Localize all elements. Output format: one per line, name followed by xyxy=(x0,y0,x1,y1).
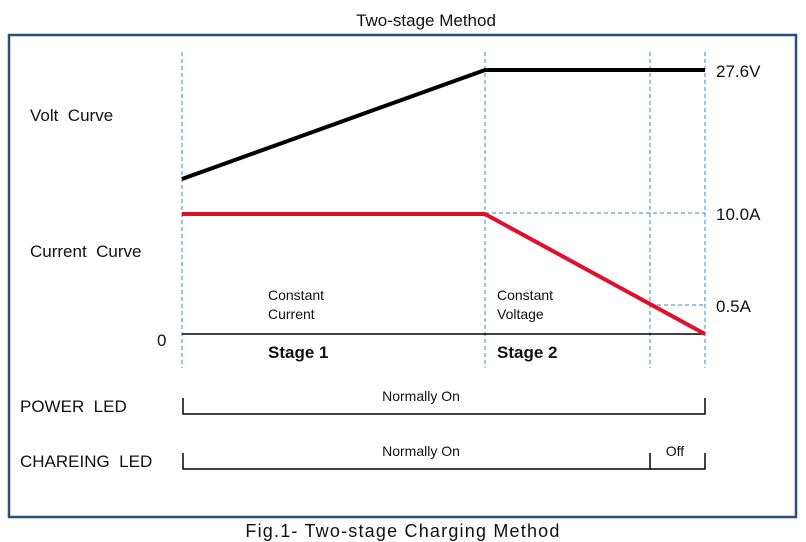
current-curve-label: Current Curve xyxy=(30,242,141,261)
charging-led-state-on: Normally On xyxy=(382,443,460,459)
current-max-label: 10.0A xyxy=(716,205,761,224)
power-led-label: POWER LED xyxy=(20,397,127,416)
stage1-mode-line1: Constant xyxy=(268,287,324,303)
figure-caption: Fig.1- Two-stage Charging Method xyxy=(245,521,560,541)
diagram-frame xyxy=(7,33,798,519)
voltage-max-label: 27.6V xyxy=(716,62,761,81)
stage1-label: Stage 1 xyxy=(268,343,328,362)
stage2-mode-line1: Constant xyxy=(497,287,553,303)
stage2-label: Stage 2 xyxy=(497,343,557,362)
stage2-mode-line2: Voltage xyxy=(497,306,544,322)
power-led-bracket xyxy=(182,398,706,415)
volt-curve-label: Volt Curve xyxy=(30,106,113,125)
power-led-state: Normally On xyxy=(382,388,460,404)
charging-led-state-off: Off xyxy=(666,443,685,459)
current-curve xyxy=(182,212,706,336)
charging-led-label: CHAREING LED xyxy=(20,452,152,471)
current-cutoff-label: 0.5A xyxy=(716,297,752,316)
stage1-mode-line2: Current xyxy=(268,306,315,322)
voltage-curve xyxy=(181,68,705,181)
diagram-title: Two-stage Method xyxy=(356,11,496,30)
charging-led-bracket-on xyxy=(182,453,651,470)
charging-led-bracket-off xyxy=(650,453,706,470)
zero-label: 0 xyxy=(157,331,166,350)
